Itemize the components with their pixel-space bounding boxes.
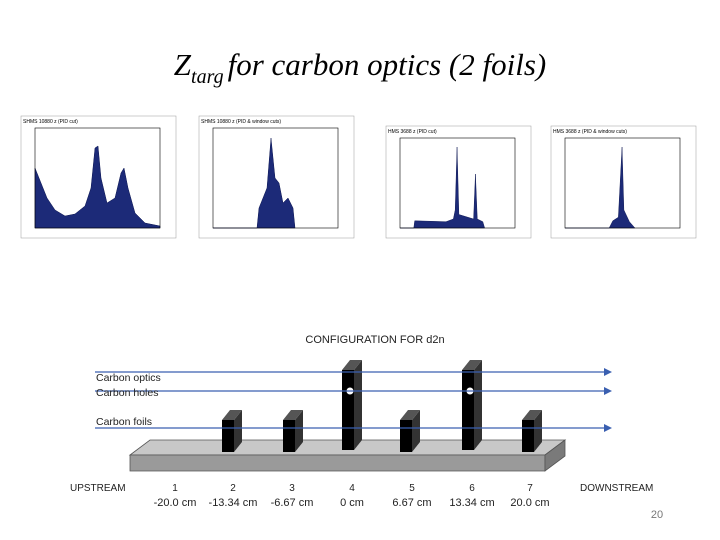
position-number: 2 bbox=[230, 483, 236, 494]
target-top bbox=[522, 410, 542, 420]
position-number: 5 bbox=[409, 483, 415, 494]
plot-axes bbox=[399, 137, 516, 229]
position-number: 7 bbox=[527, 483, 533, 494]
beams: Carbon optics Carbon holes Carbon foils bbox=[95, 368, 612, 432]
page-number: 20 bbox=[651, 509, 663, 521]
plot-title: SHMS 10880 z (PID & window cuts) bbox=[201, 119, 281, 125]
platform-side bbox=[544, 439, 566, 472]
position-z: -20.0 cm bbox=[154, 497, 197, 509]
target-side bbox=[354, 360, 362, 450]
position-z: -13.34 cm bbox=[209, 497, 258, 509]
position-z: -6.67 cm bbox=[271, 497, 314, 509]
histogram-shape bbox=[34, 145, 161, 229]
upstream-label: UPSTREAM bbox=[70, 483, 126, 494]
position-z: 6.67 cm bbox=[392, 497, 431, 509]
histogram-shape bbox=[400, 146, 485, 229]
plot-title: HMS 3688 z (PID cut) bbox=[388, 129, 437, 135]
platform-front bbox=[129, 454, 546, 472]
target-front bbox=[462, 370, 474, 450]
beam-label: Carbon holes bbox=[96, 387, 158, 399]
target-front bbox=[222, 420, 234, 452]
position-z: 20.0 cm bbox=[510, 497, 549, 509]
histogram: HMS 3688 z (PID cut) bbox=[385, 125, 532, 239]
target-top bbox=[283, 410, 303, 420]
targets bbox=[222, 360, 542, 452]
plot-axes bbox=[34, 127, 161, 229]
beam-label: Carbon optics bbox=[96, 372, 161, 384]
position-z: 13.34 cm bbox=[449, 497, 494, 509]
histogram-shape bbox=[213, 137, 296, 229]
beam-arrow bbox=[604, 368, 612, 376]
target-side bbox=[534, 410, 542, 452]
target-front bbox=[400, 420, 412, 452]
title-subscript: targ bbox=[191, 66, 224, 88]
target-front bbox=[342, 370, 354, 450]
plot-axes bbox=[212, 127, 339, 229]
target-side bbox=[234, 410, 242, 452]
slide-title: Ztarg for carbon optics (2 foils) bbox=[174, 47, 546, 88]
plots: SHMS 10880 z (PID cut) SHMS 10880 z (PID … bbox=[20, 115, 697, 239]
beam-label: Carbon foils bbox=[96, 416, 152, 428]
beam-arrow bbox=[604, 424, 612, 432]
title-rest: for carbon optics (2 foils) bbox=[228, 47, 547, 82]
target-top bbox=[400, 410, 420, 420]
position-number: 3 bbox=[289, 483, 295, 494]
target-top bbox=[342, 360, 362, 370]
positions: 1 -20.0 cm 2 -13.34 cm 3 -6.67 cm 4 0 cm 5 6.67 c… bbox=[154, 483, 550, 509]
histogram: SHMS 10880 z (PID & window cuts) bbox=[198, 115, 355, 239]
beam-arrow bbox=[604, 387, 612, 395]
target-front bbox=[522, 420, 534, 452]
title-main: Z bbox=[174, 47, 192, 82]
diagram-title: CONFIGURATION FOR d2n bbox=[305, 334, 444, 346]
position-number: 1 bbox=[172, 483, 178, 494]
target-side bbox=[412, 410, 420, 452]
histogram-shape bbox=[565, 146, 636, 229]
position-number: 6 bbox=[469, 483, 475, 494]
target-top bbox=[462, 360, 482, 370]
target-front bbox=[283, 420, 295, 452]
target-side bbox=[474, 360, 482, 450]
target-side bbox=[295, 410, 303, 452]
plot-title: SHMS 10880 z (PID cut) bbox=[23, 119, 78, 125]
plot-title: HMS 3688 z (PID & window cuts) bbox=[553, 129, 627, 135]
histogram: HMS 3688 z (PID & window cuts) bbox=[550, 125, 697, 239]
position-number: 4 bbox=[349, 483, 355, 494]
target-top bbox=[222, 410, 242, 420]
histogram: SHMS 10880 z (PID cut) bbox=[20, 115, 177, 239]
downstream-label: DOWNSTREAM bbox=[580, 483, 653, 494]
plot-axes bbox=[564, 137, 681, 229]
position-z: 0 cm bbox=[340, 497, 364, 509]
